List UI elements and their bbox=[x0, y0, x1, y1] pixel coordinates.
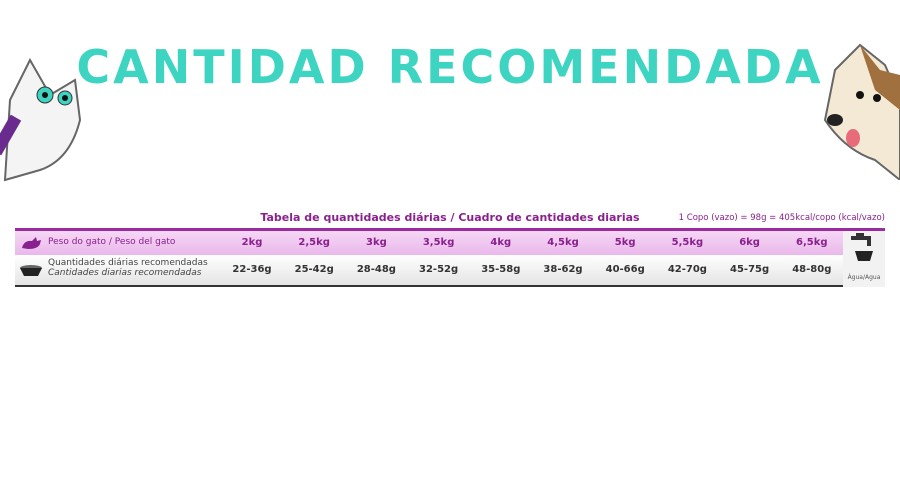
weight-cell: 6,5kg bbox=[796, 237, 828, 248]
page-title: CANTIDAD RECOMENDADA bbox=[76, 40, 824, 94]
weight-cell: 4kg bbox=[490, 237, 512, 248]
dog-illustration bbox=[823, 43, 900, 180]
weight-cell: 5,5kg bbox=[671, 237, 704, 248]
amount-row bbox=[15, 255, 843, 287]
cat-icon bbox=[22, 237, 41, 249]
weight-cell: 2kg bbox=[241, 237, 263, 248]
amount-cell: 48-80g bbox=[792, 264, 832, 275]
row-label: Quantidades diárias recomendadas bbox=[48, 258, 208, 268]
water-column bbox=[843, 231, 885, 287]
weight-cell: 6kg bbox=[739, 237, 760, 248]
amount-cell: 42-70g bbox=[667, 264, 707, 275]
bowl-icon bbox=[20, 265, 42, 276]
amount-cell: 35-58g bbox=[481, 264, 521, 275]
weight-cell: 5kg bbox=[614, 237, 636, 248]
amount-cell: 45-75g bbox=[730, 264, 770, 275]
cat-illustration bbox=[0, 57, 82, 182]
weight-cell: 3,5kg bbox=[422, 237, 455, 248]
weight-cell: 4,5kg bbox=[547, 237, 579, 248]
table-caption: Tabela de quantidades diárias / Cuadro d… bbox=[260, 211, 640, 224]
row-label: Cantidades diarias recomendadas bbox=[48, 268, 202, 278]
water-label: Água/Agua bbox=[847, 274, 881, 281]
weight-row bbox=[15, 231, 843, 255]
row-label: Peso do gato / Peso del gato bbox=[48, 237, 176, 247]
table-rule bbox=[15, 228, 885, 231]
table-note: 1 Copo (vazo) = 98g = 405kcal/copo (kcal… bbox=[678, 213, 885, 223]
amount-cell: 22-36g bbox=[232, 264, 272, 275]
amount-cell: 40-66g bbox=[605, 264, 645, 275]
weight-cell: 3kg bbox=[366, 237, 387, 248]
weight-cell: 2,5kg bbox=[298, 237, 330, 248]
amount-cell: 28-48g bbox=[356, 264, 396, 275]
amount-cell: 32-52g bbox=[419, 264, 459, 275]
water-icon bbox=[851, 233, 873, 261]
amount-cell: 38-62g bbox=[543, 264, 583, 275]
amount-cell: 25-42g bbox=[294, 264, 334, 275]
